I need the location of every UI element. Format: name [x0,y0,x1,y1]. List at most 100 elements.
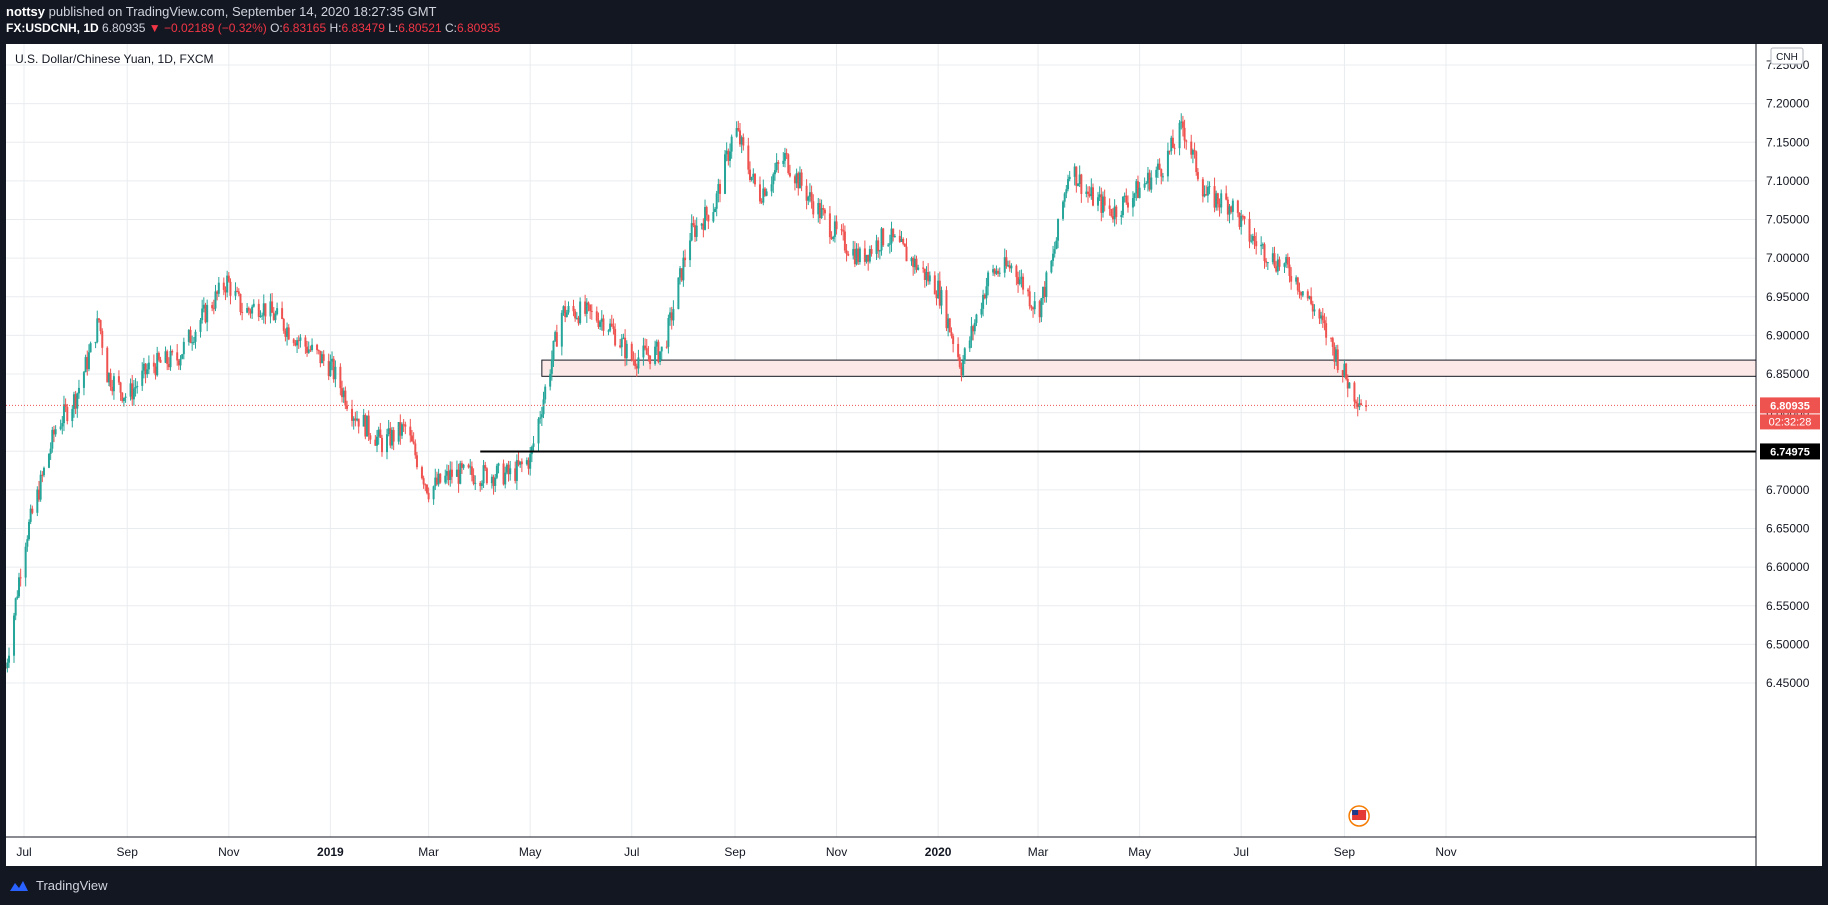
candle [49,442,52,460]
x-tick-label: Mar [1028,845,1049,859]
candle [27,519,30,541]
candle [1180,113,1183,130]
candle [1190,134,1193,159]
price-axis[interactable]: 7.250007.200007.150007.100007.050007.000… [1755,44,1820,866]
candle [8,647,11,669]
candle [840,224,843,236]
author-name[interactable]: nottsy [6,4,45,19]
x-tick-label: May [1128,845,1151,859]
candle [132,379,135,406]
candle [306,340,309,357]
candle [364,413,367,440]
candle [96,310,99,344]
candle [437,468,440,487]
candle [467,463,470,469]
candle [99,319,102,335]
candle [807,195,810,206]
candle [187,328,190,346]
support-level-label: 6.74975 [1770,446,1810,458]
candle [1136,175,1139,199]
tradingview-brand[interactable]: TradingView [8,878,108,893]
candle [507,460,510,482]
zone-rect[interactable] [541,359,1757,377]
candle [390,426,393,450]
candle [735,121,738,138]
candle [700,222,703,230]
candle [1065,185,1068,199]
candle [211,301,214,312]
candle [970,317,973,348]
candle [59,419,62,431]
economic-event-icon[interactable] [1348,805,1370,827]
candle [377,426,380,445]
candle [1077,183,1080,187]
candle [327,353,330,381]
candle [84,354,87,373]
candle [251,304,254,319]
candle [657,339,660,364]
candle [292,338,295,347]
candlestick-series [4,113,1368,673]
time-axis[interactable]: Jul Sep Nov 2019 Mar May Jul Sep Nov 2020 Mar May Ju… [6,805,1756,859]
y-tick-label: 7.20000 [1766,97,1810,111]
y-tick-label: 6.90000 [1766,328,1810,342]
candle [1278,256,1281,271]
candle [670,306,673,330]
candle [134,378,137,397]
candle [495,463,498,480]
candle [480,480,483,490]
candle [758,176,761,204]
resistance-zone[interactable] [541,359,1757,377]
candle [589,304,592,320]
candle [1191,148,1194,164]
candle [37,480,40,502]
candle [427,487,430,503]
candle [484,461,487,472]
candle [1146,167,1149,192]
candle [852,240,855,260]
candle [1181,115,1184,137]
candle [669,307,672,326]
candle [54,425,57,437]
candle [772,172,775,193]
candle [1228,204,1231,224]
candle [1101,191,1104,218]
candle [600,310,603,331]
price-chart[interactable]: 7.250007.200007.150007.100007.050007.000… [4,44,1822,866]
currency-badge[interactable] [1770,47,1804,65]
candle [1003,248,1006,278]
candle [399,414,402,445]
candle [432,485,435,505]
chart-panel[interactable]: 7.25000 7.20000 7.15000 7.10000 7.05000 7.000… [4,44,1822,866]
candle [1148,169,1151,192]
y-tick-label: 7.05000 [1766,213,1810,227]
candle [567,301,570,315]
candle [144,363,147,384]
candle [1336,344,1339,373]
candle [1027,287,1030,297]
candle [625,340,628,366]
drawing-lines[interactable] [6,404,1756,453]
candle [247,306,250,316]
candle [719,179,722,203]
candle [555,324,558,347]
candle [227,272,230,283]
candle [922,260,925,273]
candle [331,351,334,371]
candle [585,298,588,323]
candle [420,465,423,480]
candle [682,250,685,287]
candle [810,185,813,209]
candle [765,188,768,197]
candle [214,284,217,312]
candle [1123,192,1126,203]
candle [1015,264,1018,286]
candle [201,299,204,324]
close-label: C: [444,21,457,35]
candle [492,474,495,495]
candle [141,362,144,391]
candle [1225,185,1228,201]
candle [412,432,415,445]
candle [973,319,976,335]
candle [689,232,692,268]
